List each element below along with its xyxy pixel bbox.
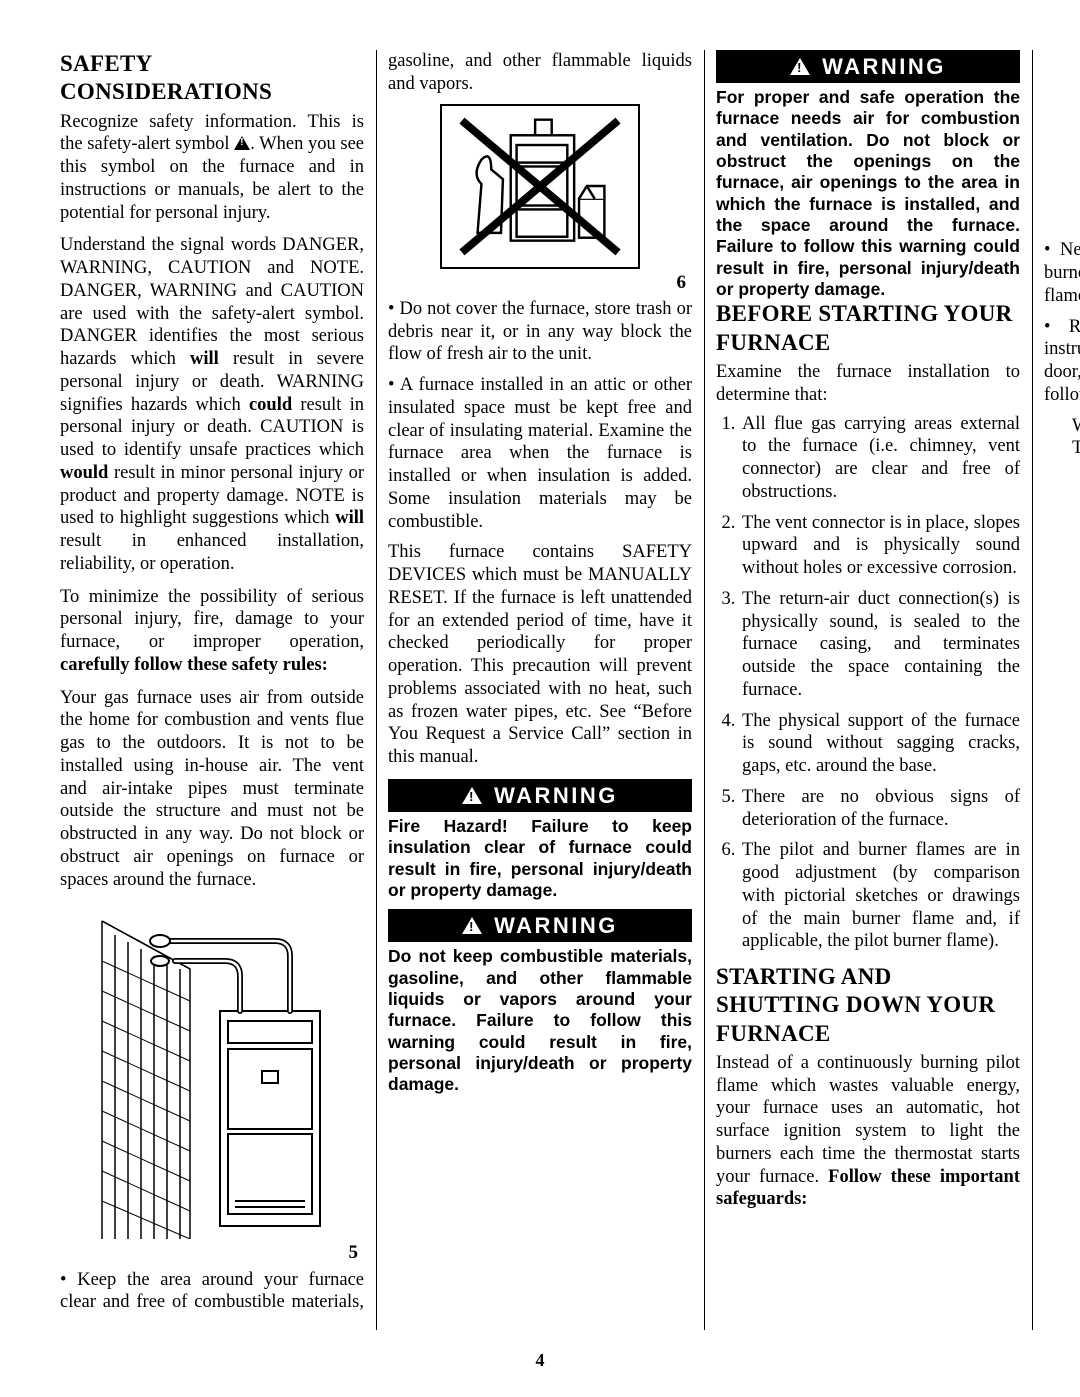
- page-number: 4: [0, 1350, 1080, 1371]
- figure-5: [90, 901, 335, 1239]
- warning-header-3: WARNING: [716, 50, 1020, 83]
- bullet-no-match: Never attempt to manually light the burn…: [1044, 239, 1080, 307]
- checklist-item-5: There are no obvious signs of deteriorat…: [740, 786, 1020, 832]
- alert-icon: [234, 136, 250, 150]
- warning-icon: [790, 58, 810, 75]
- checklist-item-2: The vent connector is in place, slopes u…: [740, 512, 1020, 580]
- warning-label: WARNING: [494, 782, 618, 809]
- checklist-item-4: The physical support of the furnace is s…: [740, 710, 1020, 778]
- para-safety-devices: This furnace contains SAFETY DEVICES whi…: [388, 541, 692, 769]
- para-examine: Examine the furnace installation to dete…: [716, 361, 1020, 407]
- page-content: SAFETY CONSIDERATIONS Recognize safety i…: [60, 50, 1020, 1330]
- warning-header-2: WARNING: [388, 909, 692, 942]
- indent-wait5: Wait 5 minutes to clear out any gas. The…: [1072, 415, 1080, 461]
- para-minimize: To minimize the possibility of serious p…: [60, 586, 364, 677]
- warning-icon: [462, 917, 482, 934]
- checklist-item-1: All flue gas carrying areas external to …: [740, 413, 1020, 504]
- bullet-read-instructions: Read and follow the operating instructio…: [1044, 316, 1080, 407]
- checklist-item-6: The pilot and burner flames are in good …: [740, 839, 1020, 953]
- warning-icon: [462, 787, 482, 804]
- text: To minimize the possibility of serious p…: [60, 587, 364, 653]
- checklist: All flue gas carrying areas external to …: [716, 413, 1020, 954]
- text-bold: carefully follow these safety rules:: [60, 655, 328, 675]
- text-bold: would: [60, 463, 108, 483]
- warning-text-2: Do not keep combustible materials, gasol…: [388, 946, 692, 1095]
- checklist-item-3: The return-air duct connection(s) is phy…: [740, 588, 1020, 702]
- para-signal-words: Understand the signal words DANGER, WARN…: [60, 234, 364, 575]
- warning-text-3: For proper and safe operation the furnac…: [716, 87, 1020, 300]
- text: result in enhanced installation, reliabi…: [60, 531, 364, 574]
- bullet-attic: A furnace installed in an attic or other…: [388, 374, 692, 533]
- figure-6: [440, 104, 640, 269]
- para-safety-intro: Recognize safety information. This is th…: [60, 111, 364, 225]
- heading-before-starting: BEFORE STARTING YOUR FURNACE: [716, 300, 1020, 357]
- figure-7-number: 7: [1044, 212, 1080, 235]
- warning-label: WARNING: [494, 912, 618, 939]
- warning-label: WARNING: [822, 53, 946, 80]
- figure-5-number: 5: [60, 1241, 364, 1264]
- warning-text-1: Fire Hazard! Failure to keep insulation …: [388, 816, 692, 901]
- para-ignition: Instead of a continuously burning pilot …: [716, 1052, 1020, 1211]
- figure-6-number: 6: [388, 271, 692, 294]
- heading-starting-shutting: STARTING AND SHUTTING DOWN YOUR FURNACE: [716, 963, 1020, 1048]
- para-combustion: Your gas furnace uses air from outside t…: [60, 687, 364, 892]
- warning-header-1: WARNING: [388, 779, 692, 812]
- text-bold: will: [190, 349, 219, 369]
- heading-safety: SAFETY CONSIDERATIONS: [60, 50, 364, 107]
- text-bold: will: [335, 508, 364, 528]
- text-bold: could: [249, 395, 292, 415]
- bullet-no-cover: Do not cover the furnace, store trash or…: [388, 298, 692, 366]
